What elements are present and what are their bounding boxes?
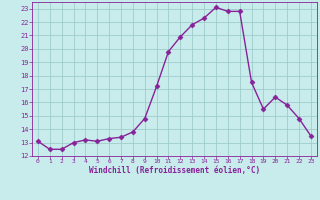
X-axis label: Windchill (Refroidissement éolien,°C): Windchill (Refroidissement éolien,°C): [89, 166, 260, 175]
